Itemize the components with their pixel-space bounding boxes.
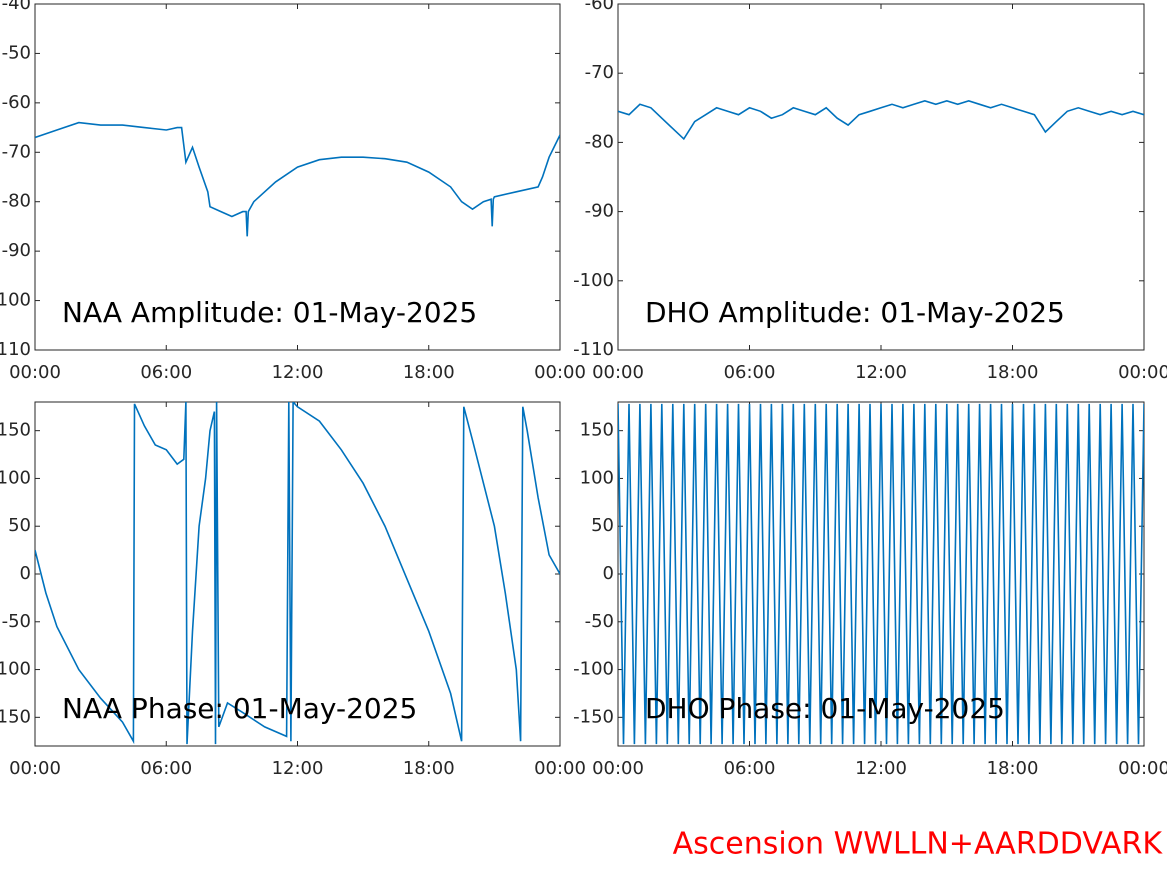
y-tick-label: -80	[585, 131, 614, 152]
x-tick-label: 12:00	[272, 758, 324, 779]
y-tick-label: 100	[0, 467, 31, 488]
x-tick-label: 18:00	[987, 758, 1039, 779]
y-tick-label: 0	[603, 563, 614, 584]
data-line	[618, 403, 1144, 745]
plot-frame	[617, 3, 1145, 351]
panel-title: NAA Phase: 01-May-2025	[62, 692, 417, 725]
y-tick-label: -50	[585, 611, 614, 632]
y-tick-label: 0	[20, 563, 31, 584]
y-tick-label: 100	[580, 467, 614, 488]
x-tick-label: 06:00	[140, 758, 192, 779]
x-tick-label: 00:00	[1118, 758, 1167, 779]
y-tick-label: -100	[0, 290, 31, 311]
x-tick-label: 00:00	[9, 758, 61, 779]
y-tick-label: -110	[0, 339, 31, 360]
x-tick-label: 00:00	[534, 758, 586, 779]
x-tick-label: 00:00	[1118, 362, 1167, 383]
data-line	[35, 121, 560, 237]
y-tick-label: -150	[0, 706, 31, 727]
y-tick-label: -70	[585, 62, 614, 83]
y-tick-label: -50	[2, 42, 31, 63]
y-tick-label: -100	[573, 659, 614, 680]
y-tick-label: -40	[2, 0, 31, 14]
y-tick-label: -90	[585, 201, 614, 222]
y-tick-label: 50	[8, 515, 31, 536]
y-tick-label: -60	[585, 0, 614, 14]
panel-title: NAA Amplitude: 01-May-2025	[62, 296, 477, 329]
y-tick-label: -70	[2, 141, 31, 162]
data-line	[35, 402, 560, 745]
y-tick-label: 150	[0, 420, 31, 441]
x-tick-label: 06:00	[140, 362, 192, 383]
x-tick-label: 00:00	[534, 362, 586, 383]
y-tick-label: -90	[2, 240, 31, 261]
x-tick-label: 06:00	[724, 362, 776, 383]
x-tick-label: 18:00	[403, 758, 455, 779]
plot-frame	[617, 401, 1145, 747]
x-tick-label: 00:00	[592, 362, 644, 383]
y-tick-label: -100	[573, 270, 614, 291]
x-tick-label: 18:00	[987, 362, 1039, 383]
x-tick-label: 00:00	[592, 758, 644, 779]
y-tick-label: -80	[2, 191, 31, 212]
x-tick-label: 00:00	[9, 362, 61, 383]
x-tick-label: 12:00	[855, 362, 907, 383]
panel-title: DHO Phase: 01-May-2025	[645, 692, 1005, 725]
y-tick-label: 50	[591, 515, 614, 536]
x-tick-label: 18:00	[403, 362, 455, 383]
panel-title: DHO Amplitude: 01-May-2025	[645, 296, 1065, 329]
x-tick-label: 12:00	[855, 758, 907, 779]
data-line	[618, 100, 1144, 141]
caption: Ascension WWLLN+AARDDVARK	[673, 827, 1164, 862]
y-tick-label: 150	[580, 420, 614, 441]
plot-frame	[34, 401, 561, 747]
y-tick-label: -100	[0, 659, 31, 680]
x-tick-label: 12:00	[272, 362, 324, 383]
y-tick-label: -60	[2, 92, 31, 113]
y-tick-label: -50	[2, 611, 31, 632]
plot-frame	[34, 3, 561, 351]
y-tick-label: -150	[573, 706, 614, 727]
x-tick-label: 06:00	[724, 758, 776, 779]
y-tick-label: -110	[573, 339, 614, 360]
